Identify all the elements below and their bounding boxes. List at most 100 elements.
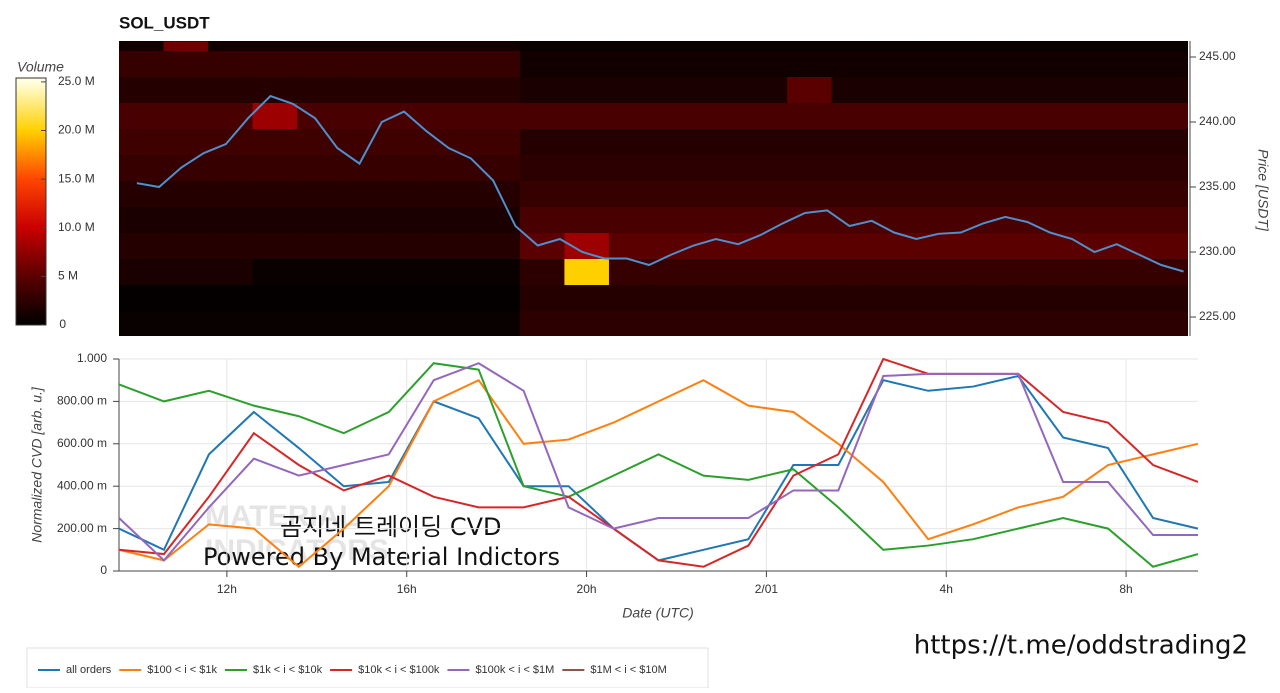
heatmap-cell xyxy=(742,310,788,336)
annotation: https://t.me/oddstrading2 xyxy=(914,631,1248,661)
series-line xyxy=(118,362,1198,562)
heatmap-cell xyxy=(1143,50,1188,77)
heatmap-cell xyxy=(742,76,788,103)
heatmap-cell xyxy=(920,284,966,312)
heatmap-cell xyxy=(1143,284,1188,312)
heatmap-cell xyxy=(386,180,432,208)
heatmap-cell xyxy=(698,154,744,182)
heatmap-cell xyxy=(519,258,565,286)
heatmap-cell xyxy=(1009,284,1055,312)
heatmap-cell xyxy=(1054,258,1100,286)
legend-label: $100k < i < $1M xyxy=(475,664,554,676)
heatmap-cell xyxy=(920,76,966,103)
heatmap-cell xyxy=(475,180,521,208)
heatmap-cell xyxy=(519,310,565,336)
heatmap-cell xyxy=(341,310,387,336)
heatmap-cell xyxy=(965,128,1011,156)
watermark: MATERIAL xyxy=(205,500,358,533)
heatmap-cell xyxy=(564,128,610,156)
heatmap-cell xyxy=(1009,232,1055,260)
heatmap-cell xyxy=(920,258,966,286)
heatmap-cell xyxy=(386,76,432,103)
heatmap-cell xyxy=(742,258,788,286)
heatmap-cell xyxy=(119,258,165,286)
heatmap-cell xyxy=(698,310,744,336)
heatmap-cell xyxy=(1098,128,1144,156)
heatmap-cell xyxy=(698,284,744,312)
heatmap-cell xyxy=(698,50,744,77)
heatmap-cell xyxy=(876,50,922,77)
legend-label: $1M < i < $10M xyxy=(590,664,666,676)
heatmap-cell xyxy=(297,76,343,103)
x-tick-label: 8h xyxy=(1119,582,1132,596)
colorbar-tick-label: 20.0 M xyxy=(58,123,95,137)
heatmap-cell xyxy=(119,41,165,51)
heatmap-cell xyxy=(475,206,521,234)
annotation: Powered By Material Indictors xyxy=(203,543,560,571)
heatmap-cell xyxy=(119,102,165,129)
heatmap-cell xyxy=(831,102,877,129)
heatmap-cell xyxy=(831,41,877,51)
x-tick-label: 4h xyxy=(940,582,953,596)
heatmap-cell xyxy=(1009,102,1055,129)
y-tick-label: 1.000 xyxy=(77,351,107,365)
heatmap-cell xyxy=(341,154,387,182)
heatmap-cell xyxy=(252,258,298,286)
heatmap-cell xyxy=(1143,180,1188,208)
heatmap-cell xyxy=(653,284,699,312)
heatmap-cell xyxy=(386,258,432,286)
heatmap-cell xyxy=(519,41,565,51)
heatmap-cell xyxy=(608,128,654,156)
heatmap-cell xyxy=(742,102,788,129)
heatmap-cell xyxy=(208,102,254,129)
heatmap-cell xyxy=(742,128,788,156)
x-tick-label: 2/01 xyxy=(755,582,779,596)
heatmap-cell xyxy=(208,232,254,260)
colorbar-tick-label: 10.0 M xyxy=(58,220,95,234)
heatmap-cell xyxy=(1054,50,1100,77)
heatmap-cell xyxy=(119,206,165,234)
heatmap-cell xyxy=(564,284,610,312)
heatmap-cell xyxy=(475,128,521,156)
heatmap-cell xyxy=(430,206,476,234)
heatmap-cell xyxy=(876,258,922,286)
heatmap-cell xyxy=(831,310,877,336)
heatmap-cell xyxy=(1054,310,1100,336)
heatmap-cell xyxy=(386,284,432,312)
heatmap-cell xyxy=(787,310,833,336)
heatmap-cell xyxy=(831,206,877,234)
heatmap-cell xyxy=(965,50,1011,77)
heatmap-cell xyxy=(876,76,922,103)
heatmap-cell xyxy=(608,180,654,208)
heatmap-cell xyxy=(163,180,209,208)
heatmap-cell xyxy=(1009,76,1055,103)
heatmap-cell xyxy=(1009,128,1055,156)
heatmap-cell xyxy=(698,206,744,234)
heatmap-cell xyxy=(386,206,432,234)
heatmap-cell xyxy=(297,180,343,208)
heatmap-cell xyxy=(653,180,699,208)
heatmap-cell xyxy=(742,50,788,77)
heatmap-cell xyxy=(341,128,387,156)
heatmap-cell xyxy=(1143,232,1188,260)
heatmap-cell xyxy=(920,310,966,336)
y-tick-label: 240.00 xyxy=(1199,114,1236,128)
heatmap-cell xyxy=(608,41,654,51)
colorbar-tick-label: 25.0 M xyxy=(58,74,95,88)
heatmap-cell xyxy=(1143,310,1188,336)
heatmap-cell xyxy=(920,102,966,129)
heatmap-cell xyxy=(653,76,699,103)
heatmap-cell xyxy=(252,206,298,234)
heatmap-cell xyxy=(920,50,966,77)
heatmap-cell xyxy=(252,310,298,336)
heatmap-cell xyxy=(831,50,877,77)
heatmap-cell xyxy=(1098,310,1144,336)
heatmap-cell xyxy=(608,284,654,312)
heatmap-cell xyxy=(1054,206,1100,234)
heatmap-cell xyxy=(208,180,254,208)
series-line xyxy=(118,378,1199,569)
heatmap-cell xyxy=(119,128,165,156)
heatmap-cell xyxy=(341,102,387,129)
heatmap xyxy=(119,41,1188,336)
